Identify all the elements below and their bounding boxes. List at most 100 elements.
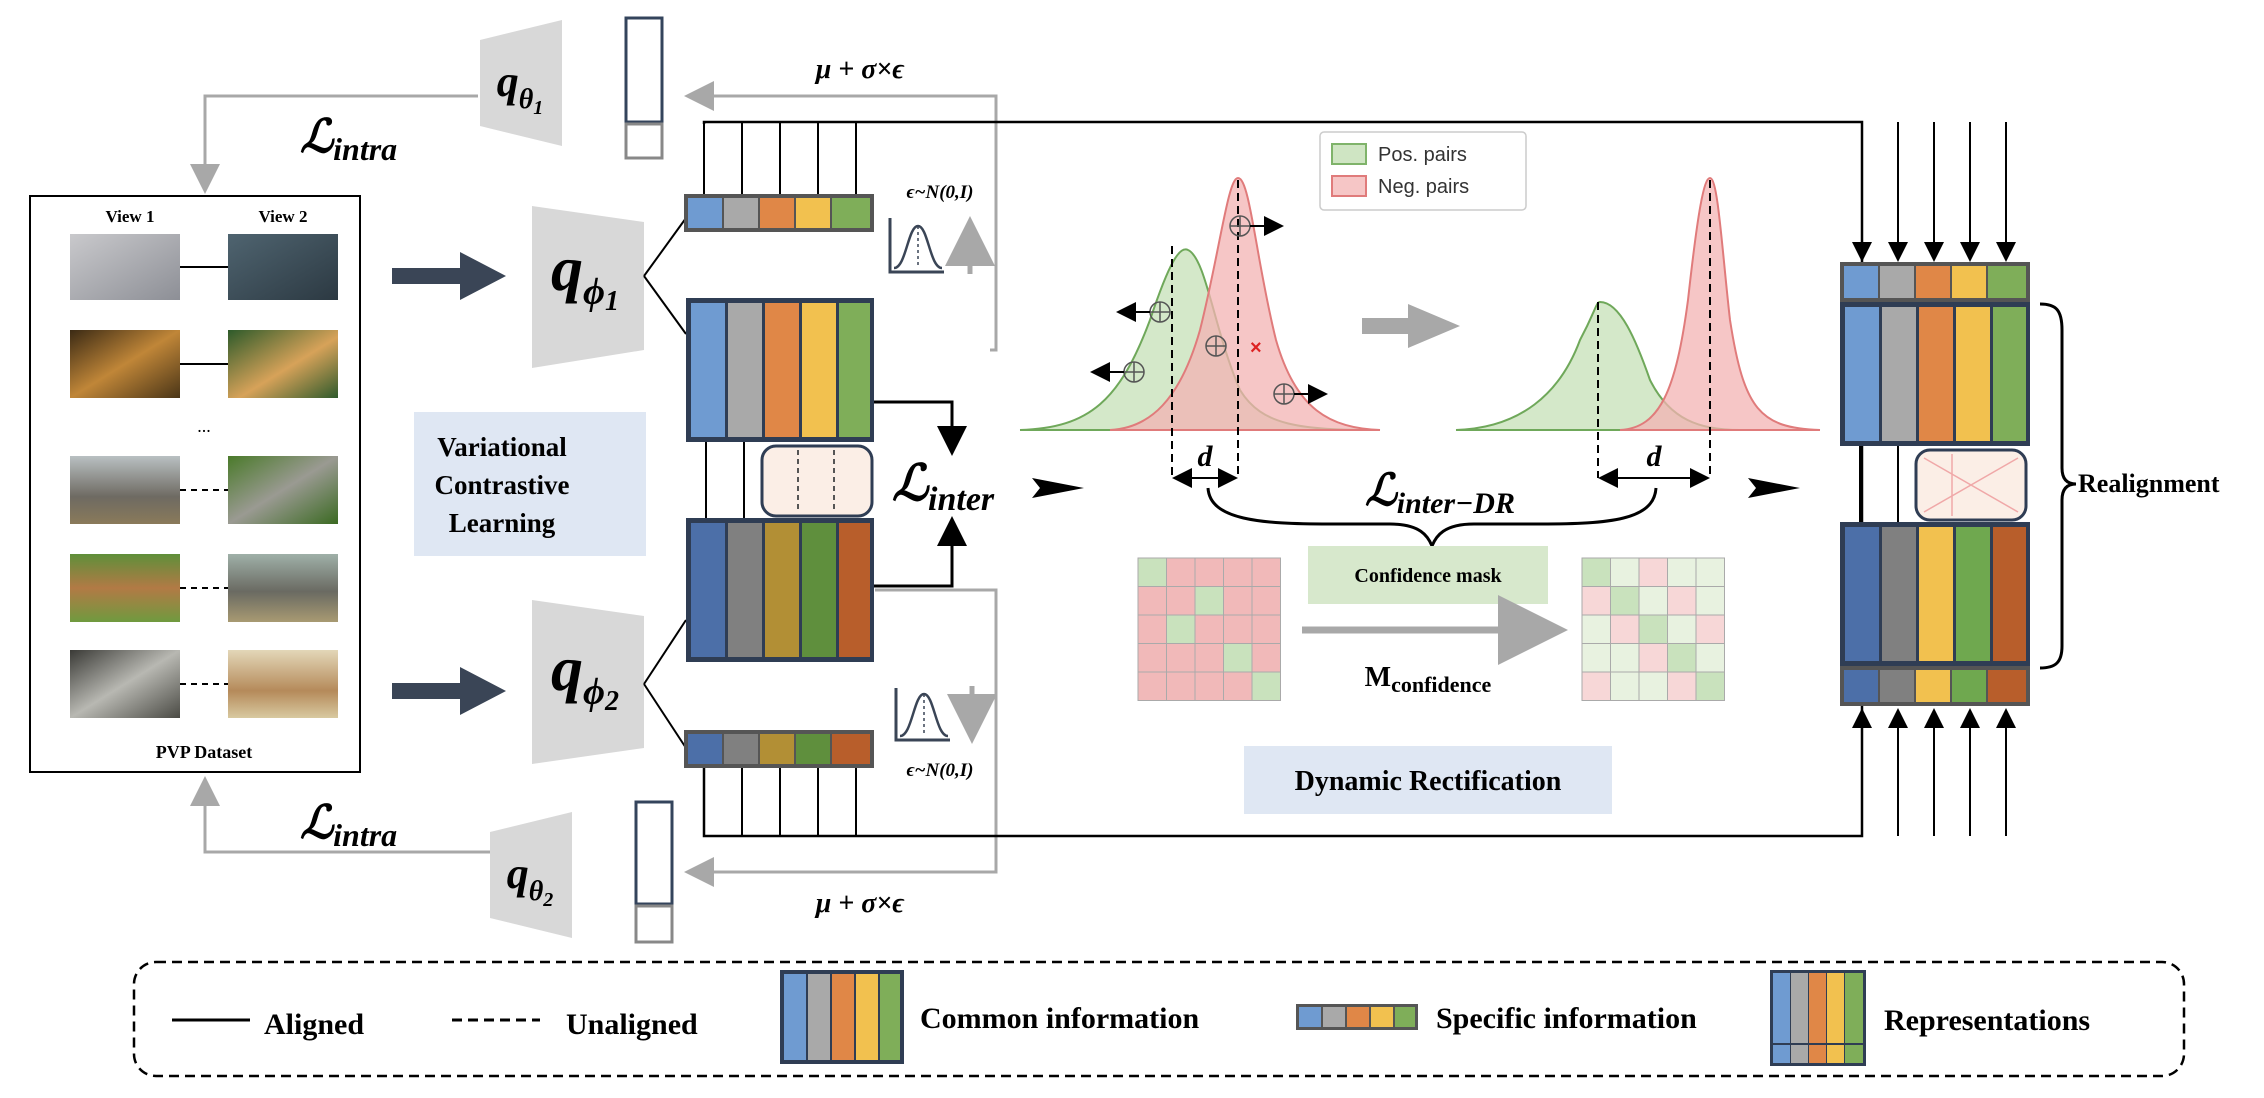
- svg-text:qθ1: qθ1: [497, 57, 544, 119]
- top-specific-connections: [703, 122, 857, 196]
- realign-arrow: [1748, 478, 1800, 498]
- confidence-mask-label: Confidence mask: [1354, 565, 1502, 587]
- m-sub: confidence: [1391, 672, 1491, 697]
- matrix-cell: [1638, 671, 1668, 701]
- l-intra-top-script: ℒ: [300, 111, 335, 162]
- matrix-cell: [1194, 671, 1224, 701]
- realignment-label: Realignment: [2078, 469, 2220, 498]
- encoder-q-phi1: [532, 206, 644, 368]
- svg-text:qϕ2: qϕ2: [551, 633, 619, 717]
- l-intra-bottom-sub: intra: [333, 817, 397, 853]
- distance-label-after: d: [1647, 440, 1663, 473]
- pvp-dataset-panel: View 1 View 2 ... PVP Dataset: [29, 195, 361, 773]
- legend-common: Common information: [920, 1002, 1199, 1035]
- realign-common-top: [1840, 302, 2030, 446]
- l-inter-dr-script: ℒ: [1365, 466, 1399, 515]
- matrix-cell: [1137, 671, 1167, 701]
- matrix-cell: [1610, 643, 1640, 673]
- realign-common-bottom: [1840, 522, 2030, 666]
- matrix-cell: [1581, 671, 1611, 701]
- input-arrow-top: [392, 252, 506, 300]
- matrix-cell: [1581, 643, 1611, 673]
- matrix-cell: [1223, 586, 1253, 616]
- l-inter-dr-sub: inter−DR: [1397, 487, 1515, 520]
- view1-image-dog: [70, 330, 180, 398]
- svg-text:ℒintra: ℒintra: [300, 111, 397, 167]
- l-intra-bottom-script: ℒ: [300, 797, 335, 848]
- similarity-cell-inter: [760, 444, 874, 518]
- q-phi2-idx: 2: [604, 686, 619, 717]
- svg-text:qθ2: qθ2: [507, 849, 554, 911]
- dynamic-rectification-bg: [1244, 746, 1612, 814]
- q-theta2-idx: 2: [542, 889, 553, 911]
- matrix-cell: [1223, 557, 1253, 587]
- l-inter-sub: inter: [928, 481, 995, 518]
- matrix-cell: [1695, 643, 1725, 673]
- vcl-label-bg: [414, 412, 646, 556]
- view1-image-koala: [70, 650, 180, 718]
- matrix-cell: [1166, 671, 1196, 701]
- legend-box: Pos. pairs Neg. pairs: [1319, 131, 1527, 211]
- matrix-cell: [1610, 557, 1640, 587]
- view2-image-koala: [228, 456, 338, 524]
- inter-arrow: [1032, 478, 1084, 498]
- matrix-cell: [1581, 614, 1611, 644]
- matrix-cell: [1667, 614, 1697, 644]
- matrix-cell: [1638, 614, 1668, 644]
- dataset-caption: PVP Dataset: [156, 742, 252, 762]
- matrix-cell: [1166, 557, 1196, 587]
- latent-vector-bottom: [634, 800, 674, 906]
- realignment-bracket: [2039, 302, 2077, 670]
- matrix-cell: [1137, 557, 1167, 587]
- legend-specific-swatch: [1296, 1004, 1418, 1030]
- encoder-q-phi2: [532, 600, 644, 764]
- legend-representations: Representations: [1884, 1004, 2090, 1037]
- view2-image-elephant: [228, 554, 338, 622]
- matrix-cell: [1137, 643, 1167, 673]
- distribution-after: d: [1455, 176, 1821, 488]
- decoder-q-theta1: [480, 20, 562, 146]
- common-info-block-view2: [686, 518, 874, 662]
- matrix-cell: [1667, 586, 1697, 616]
- q-phi1-idx: 1: [605, 286, 619, 317]
- realign-specific-bottom: [1840, 666, 2030, 706]
- legend-unaligned: Unaligned: [566, 1008, 698, 1041]
- q-theta1-q: q: [497, 57, 519, 106]
- view2-label: View 2: [259, 207, 308, 226]
- dynamic-rectification-label: Dynamic Rectification: [1295, 766, 1562, 797]
- realign-bottom-arrows: [1852, 708, 2016, 836]
- vcl-line-2: Contrastive: [435, 470, 570, 500]
- q-theta1-sub: θ: [519, 84, 534, 115]
- matrix-after: [1581, 557, 1725, 701]
- matrix-cell: [1667, 557, 1697, 587]
- svg-text:qϕ1: qϕ1: [551, 233, 619, 317]
- matrix-cell: [1251, 614, 1281, 644]
- q-theta1-idx: 1: [533, 97, 543, 119]
- matrix-cell: [1194, 643, 1224, 673]
- dataset-ellipsis: ...: [197, 416, 211, 436]
- matrix-cell: [1581, 586, 1611, 616]
- matrix-cell: [1695, 557, 1725, 587]
- legend-specific: Specific information: [1436, 1002, 1697, 1035]
- legend-neg-pairs: Neg. pairs: [1378, 176, 1469, 198]
- view2-image-dog: [228, 330, 338, 398]
- realign-specific-top: [1840, 262, 2030, 302]
- view1-image-elephant: [70, 456, 180, 524]
- svg-text:Mconfidence: Mconfidence: [1365, 662, 1492, 697]
- matrix-cell: [1194, 557, 1224, 587]
- view2-image-kangaroo: [228, 650, 338, 718]
- svg-text:ℒinter: ℒinter: [892, 455, 995, 518]
- latent-vector-bottom-ext: [634, 904, 674, 944]
- view1-label: View 1: [106, 207, 155, 226]
- confidence-mask-bg: [1308, 546, 1548, 604]
- noise-bottom: ϵ~N(0,I): [906, 760, 973, 781]
- distance-label-before: d: [1198, 440, 1214, 473]
- reparam-bottom: μ + σ×ϵ: [814, 888, 906, 919]
- matrix-cell: [1610, 614, 1640, 644]
- matrix-cell: [1251, 557, 1281, 587]
- matrix-cell: [1251, 671, 1281, 701]
- matrix-cell: [1695, 586, 1725, 616]
- matrix-cell: [1251, 643, 1281, 673]
- intra-loop-top: [190, 81, 998, 352]
- m-main: M: [1365, 662, 1391, 693]
